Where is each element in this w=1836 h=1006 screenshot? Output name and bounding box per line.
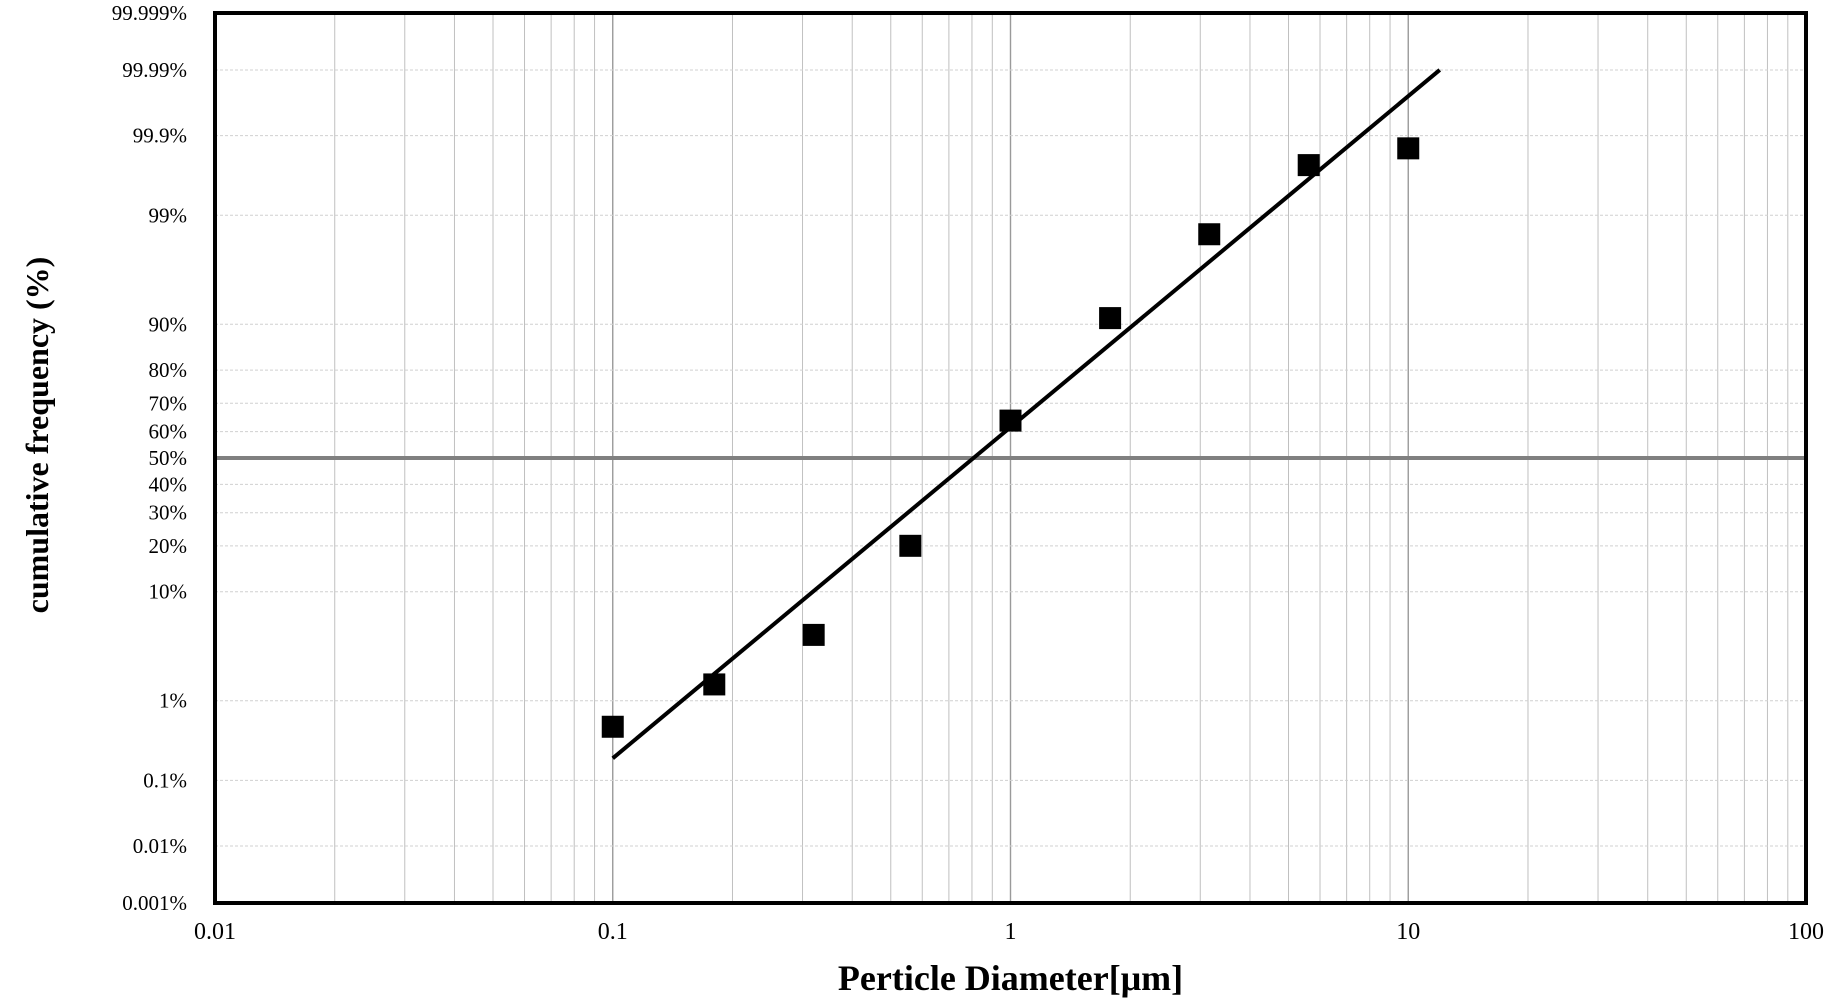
- data-point: [1397, 137, 1420, 160]
- x-tick-label: 0.01: [194, 919, 236, 945]
- data-point: [899, 534, 922, 557]
- data-point: [1099, 307, 1122, 330]
- plot-frame: [213, 11, 1808, 905]
- points-layer: [601, 137, 1420, 738]
- y-tick-label: 99%: [149, 203, 188, 227]
- y-tick-label: 30%: [149, 501, 188, 525]
- y-tick-label: 0.1%: [143, 768, 187, 792]
- y-tick-label: 40%: [149, 472, 188, 496]
- fit-layer: [611, 68, 1442, 760]
- y-tick-label: 60%: [149, 420, 188, 444]
- data-point: [802, 623, 825, 646]
- x-tick-label: 10: [1396, 919, 1420, 945]
- y-tick-label: 99.9%: [133, 124, 187, 148]
- data-point: [1198, 223, 1221, 246]
- y-tick-label: 10%: [149, 580, 188, 604]
- x-tick-labels: 0.01 0.1 1 10 100: [194, 919, 1824, 945]
- data-point: [601, 715, 624, 738]
- y-tick-label: 80%: [149, 358, 188, 382]
- y-axis-title: cumulative frequency (%): [19, 257, 55, 614]
- data-point: [703, 673, 726, 696]
- y-tick-label: 99.999%: [112, 1, 187, 25]
- y-tick-label: 0.01%: [133, 834, 187, 858]
- data-point: [999, 409, 1022, 432]
- y-tick-label: 20%: [149, 534, 188, 558]
- fit-line: [611, 68, 1442, 760]
- data-point: [1297, 154, 1320, 177]
- y-tick-label: 1%: [159, 689, 187, 713]
- y-tick-label: 0.001%: [122, 891, 187, 915]
- x-axis-title: Perticle Diameter[μm]: [838, 958, 1183, 998]
- y-tick-label: 90%: [149, 312, 188, 336]
- x-tick-label: 0.1: [598, 919, 628, 945]
- y-tick-label: 70%: [149, 391, 188, 415]
- y-tick-labels: 0.001% 0.01% 0.1% 1% 10% 20% 30% 40%50%60% 70% 80…: [112, 1, 187, 915]
- x-tick-label: 1: [1005, 919, 1017, 945]
- y-tick-label: 99.99%: [122, 58, 187, 82]
- x-tick-label: 100: [1788, 919, 1824, 945]
- y-tick-label: 50%: [149, 446, 188, 470]
